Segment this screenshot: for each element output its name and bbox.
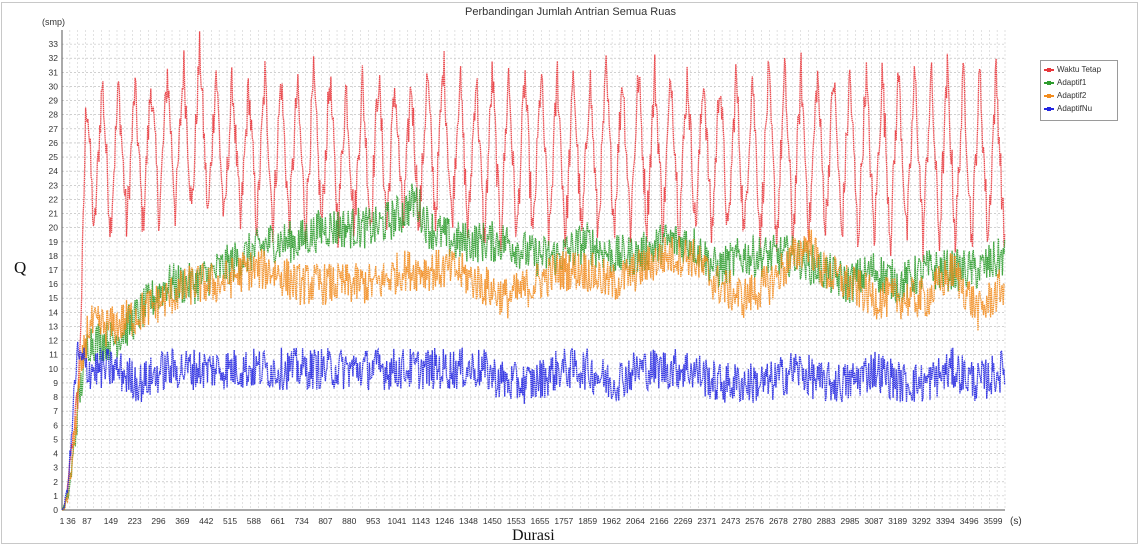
x-tick-label: 3087	[864, 516, 883, 526]
legend-label: AdaptifNu	[1057, 104, 1093, 113]
x-tick-label: 734	[294, 516, 308, 526]
legend-label: Waktu Tetap	[1057, 65, 1102, 74]
x-tick-label: 3599	[984, 516, 1003, 526]
x-tick-label: 2473	[721, 516, 740, 526]
x-axis-label: Durasi	[512, 527, 555, 544]
y-tick-label: 11	[49, 350, 58, 360]
x-tick-label: 661	[271, 516, 285, 526]
y-tick-label: 6	[53, 420, 58, 430]
legend-swatch	[1044, 67, 1054, 72]
x-tick-label: 369	[175, 516, 189, 526]
x-tick-label: 1757	[554, 516, 573, 526]
y-tick-label: 29	[49, 96, 59, 106]
x-tick-label: 2166	[650, 516, 669, 526]
legend-label: Adaptif2	[1057, 91, 1087, 100]
y-tick-label: 18	[49, 251, 59, 261]
x-tick-label: 223	[128, 516, 142, 526]
y-tick-label: 16	[49, 279, 59, 289]
x-tick-label: 1859	[578, 516, 597, 526]
legend-swatch	[1044, 80, 1054, 85]
x-tick-label: 1041	[387, 516, 406, 526]
y-tick-label: 2	[53, 477, 58, 487]
y-tick-label: 24	[49, 166, 59, 176]
y-tick-label: 19	[49, 237, 59, 247]
x-tick-label: 36	[66, 516, 76, 526]
y-tick-label: 0	[53, 505, 58, 515]
x-tick-label: 149	[104, 516, 118, 526]
x-tick-label: 442	[199, 516, 213, 526]
series-line	[61, 341, 1006, 511]
legend-label: Adaptif1	[1057, 78, 1087, 87]
y-tick-label: 8	[53, 392, 58, 402]
chart-title: Perbandingan Jumlah Antrian Semua Ruas	[465, 6, 676, 18]
x-tick-label: 2985	[840, 516, 859, 526]
y-tick-label: 9	[53, 378, 58, 388]
y-tick-label: 20	[49, 223, 59, 233]
x-tick-label: 2576	[745, 516, 764, 526]
x-tick-label: 1348	[459, 516, 478, 526]
x-tick-label: 1	[60, 516, 65, 526]
y-tick-label: 3	[53, 463, 58, 473]
x-tick-label: 1246	[435, 516, 454, 526]
y-tick-label: 23	[49, 180, 59, 190]
y-tick-label: 12	[49, 336, 59, 346]
x-tick-label: 1962	[602, 516, 621, 526]
y-tick-label: 13	[49, 321, 59, 331]
legend-swatch	[1044, 106, 1054, 111]
x-tick-label: 807	[318, 516, 332, 526]
legend-item: Adaptif1	[1044, 76, 1114, 89]
x-tick-label: 2269	[674, 516, 693, 526]
x-tick-label: 87	[82, 516, 92, 526]
x-tick-label: 2780	[793, 516, 812, 526]
y-tick-label: 10	[49, 364, 59, 374]
y-axis-unit: (smp)	[42, 17, 65, 27]
x-tick-label: 3496	[960, 516, 979, 526]
y-tick-label: 30	[49, 81, 59, 91]
y-tick-label: 14	[49, 307, 59, 317]
x-tick-label: 2678	[769, 516, 788, 526]
series-line	[61, 31, 1006, 511]
x-tick-label: 1553	[507, 516, 526, 526]
x-tick-label: 1450	[483, 516, 502, 526]
x-tick-label: 953	[366, 516, 380, 526]
x-tick-label: 296	[151, 516, 165, 526]
y-tick-label: 27	[49, 124, 59, 134]
x-tick-label: 2064	[626, 516, 645, 526]
legend-item: Waktu Tetap	[1044, 63, 1114, 76]
y-tick-label: 26	[49, 138, 59, 148]
x-tick-label: 880	[342, 516, 356, 526]
y-tick-label: 4	[53, 449, 58, 459]
legend-item: Adaptif2	[1044, 89, 1114, 102]
x-tick-label: 1655	[531, 516, 550, 526]
x-tick-label: 3189	[888, 516, 907, 526]
x-tick-label: 3394	[936, 516, 955, 526]
y-tick-label: 31	[49, 67, 59, 77]
y-tick-label: 22	[49, 194, 59, 204]
y-tick-label: 21	[49, 209, 59, 219]
x-tick-label: 2883	[817, 516, 836, 526]
legend-item: AdaptifNu	[1044, 102, 1114, 115]
x-tick-label: 515	[223, 516, 237, 526]
y-tick-label: 25	[49, 152, 59, 162]
y-tick-label: 5	[53, 434, 58, 444]
y-tick-label: 1	[53, 491, 58, 501]
series-line	[62, 229, 1006, 511]
y-tick-label: 15	[49, 293, 59, 303]
y-tick-label: 7	[53, 406, 58, 416]
legend-swatch	[1044, 93, 1054, 98]
y-tick-label: 17	[49, 265, 59, 275]
y-tick-label: 28	[49, 110, 59, 120]
legend: Waktu Tetap Adaptif1 Adaptif2 AdaptifNu	[1040, 60, 1118, 121]
x-axis-unit: (s)	[1010, 516, 1022, 527]
x-tick-label: 1143	[412, 516, 431, 526]
x-tick-label: 2371	[697, 516, 716, 526]
y-tick-label: 32	[49, 53, 59, 63]
x-tick-label: 588	[247, 516, 261, 526]
y-tick-label: 33	[49, 39, 59, 49]
y-axis-label: Q	[14, 258, 27, 277]
x-tick-label: 3292	[912, 516, 931, 526]
